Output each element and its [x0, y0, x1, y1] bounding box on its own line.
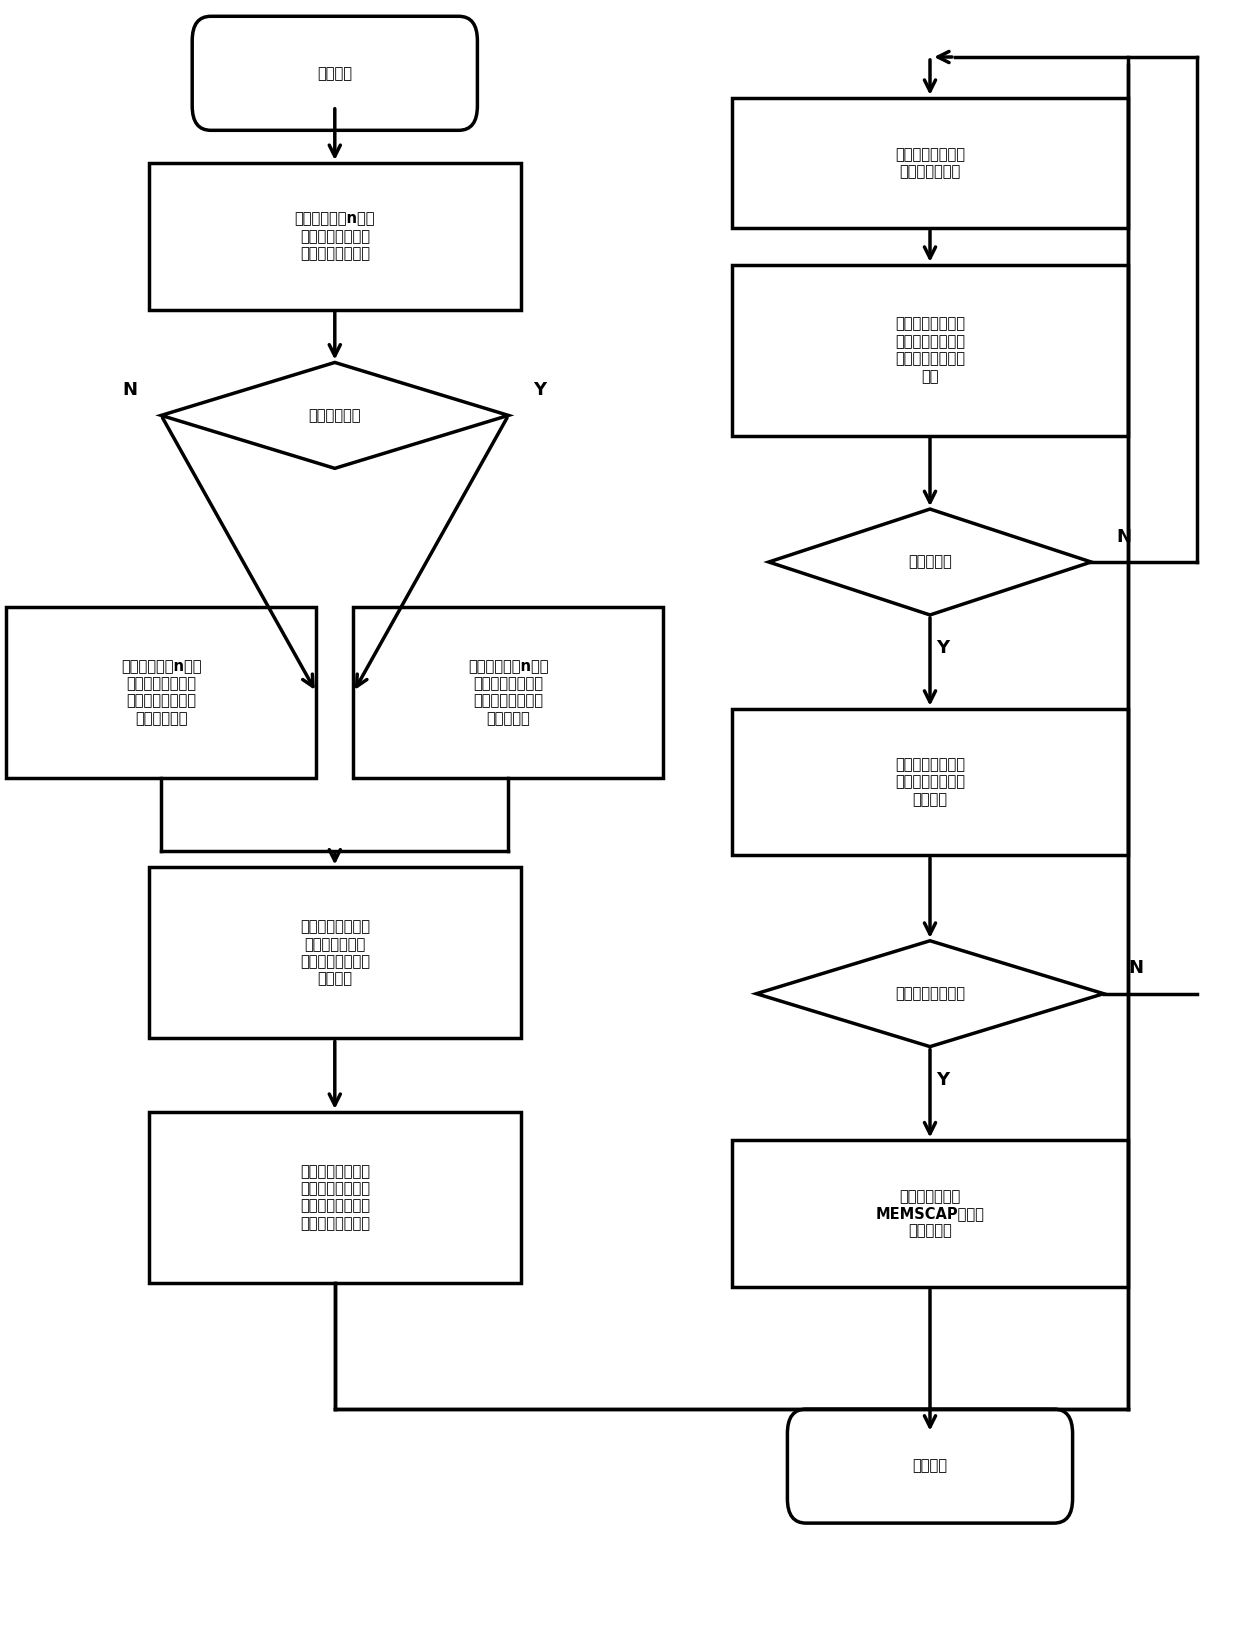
Text: Y: Y	[533, 381, 546, 399]
FancyBboxPatch shape	[192, 16, 477, 130]
Text: 选取不同的迭代初
值，分别从上下两
个方向逼近迭代收
敛解: 选取不同的迭代初 值，分别从上下两 个方向逼近迭代收 敛解	[895, 316, 965, 384]
Text: 挠度是否很小: 挠度是否很小	[309, 407, 361, 424]
Text: Y: Y	[936, 1072, 949, 1090]
Bar	[353, 608, 663, 779]
Text: N: N	[1128, 959, 1143, 977]
Text: 求解开始: 求解开始	[317, 65, 352, 81]
FancyBboxPatch shape	[787, 1409, 1073, 1523]
Text: N: N	[123, 381, 138, 399]
Text: 选取迭代的下山因
子以及残量精度: 选取迭代的下山因 子以及残量精度	[895, 147, 965, 179]
Bar	[732, 1140, 1128, 1287]
Text: 求解含有至少n个多
层悬臂梁一阶谐振
频率近似解线性方
程的方程组: 求解含有至少n个多 层悬臂梁一阶谐振 频率近似解线性方 程的方程组	[469, 658, 548, 727]
Text: 求解结束: 求解结束	[913, 1458, 947, 1474]
Text: 将获得的结果与
MEMSCAP公布的
数据值对比: 将获得的结果与 MEMSCAP公布的 数据值对比	[875, 1189, 985, 1238]
Polygon shape	[161, 363, 508, 469]
Polygon shape	[769, 510, 1091, 614]
Bar	[732, 98, 1128, 228]
Bar	[732, 709, 1128, 855]
Polygon shape	[756, 942, 1104, 1047]
Bar	[6, 608, 316, 779]
Text: 取不同尺寸的双层
悬臂梁，检验算法
的鲁棒性: 取不同尺寸的双层 悬臂梁，检验算法 的鲁棒性	[895, 757, 965, 806]
Text: 反解杨氏模量与其
他参数之间的关
系，得到多元非线
性方程组: 反解杨氏模量与其 他参数之间的关 系，得到多元非线 性方程组	[300, 919, 370, 987]
Text: 求解含有至少n个多
层悬臂梁一阶谐振
频率准确解非线性
方程的方程组: 求解含有至少n个多 层悬臂梁一阶谐振 频率准确解非线性 方程的方程组	[122, 658, 201, 727]
Text: Y: Y	[936, 639, 949, 658]
Text: 将杨氏模量与其他
参数之间的多元非
线性方程组约化成
牛顿迭代法的形式: 将杨氏模量与其他 参数之间的多元非 线性方程组约化成 牛顿迭代法的形式	[300, 1163, 370, 1232]
Bar	[149, 868, 521, 1039]
Bar	[149, 1113, 521, 1284]
Text: N: N	[1116, 528, 1131, 546]
Text: 测得一组至少n个多
层悬臂梁的一阶谐
振频率和尺度大小: 测得一组至少n个多 层悬臂梁的一阶谐 振频率和尺度大小	[295, 212, 374, 261]
Bar	[732, 266, 1128, 437]
Text: 是否收敛？: 是否收敛？	[908, 554, 952, 570]
Bar	[149, 163, 521, 310]
Text: 是否具有鲁棒性？: 是否具有鲁棒性？	[895, 986, 965, 1002]
